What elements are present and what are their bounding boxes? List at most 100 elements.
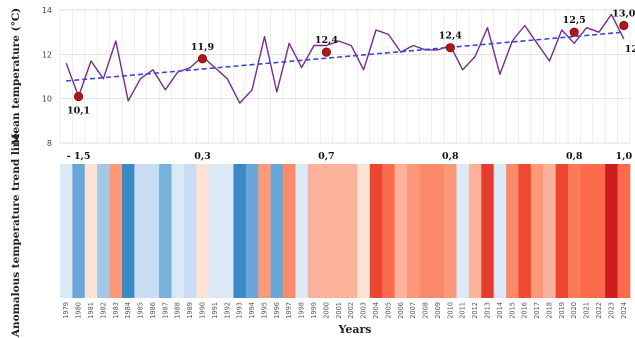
anomaly-stripe	[159, 164, 172, 298]
year-tick-label: 2011	[459, 302, 467, 319]
line-plot: 10,1 11,9 12,4 12,4 12,5 13,0 12,7	[65, 9, 635, 116]
trend-line	[66, 31, 624, 82]
anomaly-stripe	[307, 164, 321, 298]
anomaly-stripe	[245, 164, 259, 298]
bottom-ylabel: Anomalous temperature trend line	[10, 133, 22, 338]
anomaly-stripe	[345, 164, 358, 298]
anomaly-stripe	[320, 164, 333, 298]
highlight-point	[73, 91, 84, 102]
temperature-line	[65, 13, 625, 104]
year-tick-label: 1985	[137, 302, 145, 319]
anomaly-stripe	[121, 164, 135, 298]
anomaly-stripe	[580, 164, 594, 298]
highlight-label: 10,1	[67, 105, 90, 116]
year-tick-label: 2010	[446, 302, 454, 319]
anomaly-stripe	[444, 164, 457, 298]
anomaly-stripe	[221, 164, 234, 298]
year-tick-label: 1979	[62, 302, 70, 319]
anomaly-stripe	[233, 164, 247, 298]
year-tick-label: 1991	[211, 302, 219, 319]
anomaly-stripe	[617, 164, 631, 298]
anomaly-stripe	[493, 164, 507, 298]
anomaly-stripe	[258, 164, 271, 298]
year-tick-label: 1994	[248, 302, 256, 319]
anomaly-value-label: 0,8	[442, 151, 459, 162]
y-tick-label: 8	[47, 139, 52, 148]
anomaly-stripe	[592, 164, 606, 298]
top-grid: 8 10 12 14	[42, 6, 631, 148]
anomaly-stripe	[84, 164, 98, 298]
anomaly-stripe	[183, 164, 197, 298]
anomaly-stripe	[382, 164, 395, 298]
year-tick-label: 2000	[322, 302, 330, 319]
highlight-point	[569, 27, 579, 37]
anomaly-stripe	[109, 164, 123, 298]
year-tick-label: 2019	[558, 302, 566, 319]
anomaly-stripe	[456, 164, 470, 298]
anomaly-value-label: - 1,5	[67, 151, 91, 162]
year-tick-label: 2006	[397, 302, 405, 319]
anomaly-stripe	[568, 164, 581, 298]
anomaly-stripe	[283, 164, 296, 298]
anomaly-stripe	[419, 164, 433, 298]
anomaly-stripe	[146, 164, 160, 298]
anomaly-stripe	[196, 164, 209, 298]
anomaly-stripe	[605, 164, 618, 298]
year-tick-label: 1992	[223, 302, 231, 319]
highlight-label: 11,9	[191, 42, 215, 53]
year-tick-label: 1980	[75, 302, 83, 319]
anomaly-stripe	[171, 164, 185, 298]
anomaly-stripe	[555, 164, 569, 298]
anomaly-stripe	[431, 164, 445, 298]
year-tick-label: 2021	[583, 302, 591, 319]
highlight-point	[619, 20, 629, 31]
year-tick-label: 1995	[260, 302, 268, 319]
anomaly-stripe	[134, 164, 148, 298]
highlight-point	[445, 43, 455, 53]
anomaly-value-label: 0,3	[194, 151, 211, 162]
year-tick-label: 2005	[384, 302, 392, 319]
anomaly-stripe	[357, 164, 371, 298]
year-tick-label: 1990	[199, 302, 207, 319]
extra-value-label: 12,7	[625, 44, 635, 55]
year-tick-label: 1999	[310, 302, 318, 319]
anomaly-stripe	[518, 164, 532, 298]
year-tick-label: 1993	[236, 302, 244, 319]
year-tick-label: 2018	[545, 302, 553, 319]
year-tick-label: 2017	[533, 302, 541, 319]
anomaly-stripe	[332, 164, 346, 298]
y-tick-label: 12	[42, 50, 52, 59]
year-tick-label: 1989	[186, 302, 194, 319]
year-tick-label: 1983	[112, 302, 120, 319]
y-tick-label: 10	[42, 95, 52, 104]
anomaly-stripe	[506, 164, 519, 298]
y-tick-label: 14	[42, 6, 52, 15]
anomaly-stripe	[530, 164, 544, 298]
highlight-label: 12,4	[439, 31, 463, 42]
anomaly-stripe	[97, 164, 110, 298]
year-tick-label: 2016	[521, 302, 529, 319]
anomaly-stripe	[72, 164, 86, 298]
year-tick-label: 2024	[620, 302, 628, 319]
anomaly-stripe	[543, 164, 556, 298]
year-tick-label: 2022	[595, 302, 603, 319]
highlight-label: 13,0	[612, 9, 635, 20]
top-ylabel: Mean temperature (°C)	[10, 8, 22, 145]
year-tick-label: 2002	[347, 302, 355, 319]
highlight-label: 12,4	[315, 35, 339, 46]
year-tick-label: 2007	[409, 302, 417, 319]
year-tick-label: 2023	[607, 302, 615, 319]
anomaly-value-label: 0,7	[318, 151, 335, 162]
anomaly-stripe	[60, 164, 73, 298]
year-tick-label: 1996	[273, 302, 281, 319]
anomaly-stripe	[295, 164, 309, 298]
year-tick-label: 2001	[335, 302, 343, 319]
year-tick-label: 1986	[149, 302, 157, 319]
year-tick-label: 2004	[372, 302, 380, 319]
year-tick-label: 2009	[434, 302, 442, 319]
anomaly-value-label: 0,8	[566, 151, 583, 162]
year-tick-label: 1997	[285, 302, 293, 319]
anomaly-stripe	[406, 164, 420, 298]
year-tick-label: 2008	[422, 302, 430, 319]
stripe-plot: - 1,5 0,3 0,7 0,8 0,8 1,0 1979 1980 1981 1982 1983…	[60, 151, 632, 319]
